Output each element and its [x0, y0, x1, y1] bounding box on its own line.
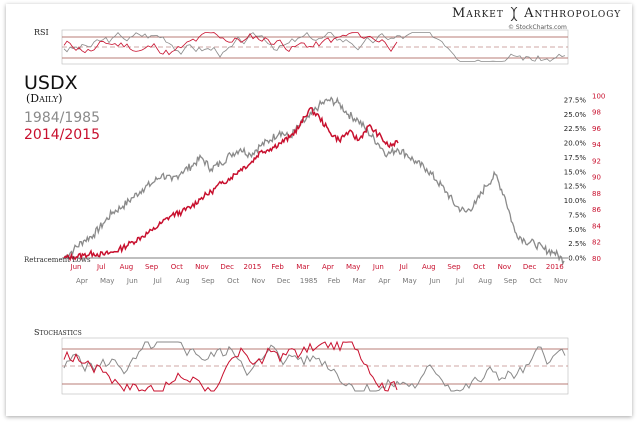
- rsi-line-2014-2015: [63, 32, 398, 56]
- y-tick-usdx: 88: [592, 190, 601, 198]
- x-tick-top: Oct: [473, 263, 485, 271]
- x-tick-bottom: Sep: [201, 277, 215, 285]
- rsi-line-1984-1985: [63, 31, 566, 62]
- chart-title: USDX: [24, 72, 78, 94]
- x-tick-top: Aug: [422, 263, 436, 271]
- rsi-panel: [61, 29, 569, 65]
- x-tick-top: Nov: [195, 263, 209, 271]
- legend-2014-2015: 2014/2015: [24, 127, 100, 143]
- y-tick-percent: 20.0%: [564, 140, 587, 148]
- y-tick-usdx: 86: [592, 206, 601, 214]
- x-tick-bottom: Sep: [504, 277, 518, 285]
- x-tick-bottom: May: [402, 277, 416, 285]
- x-tick-top: Sep: [145, 263, 159, 271]
- y-tick-percent: 0.0%: [568, 255, 586, 263]
- x-tick-top: Jul: [398, 263, 408, 271]
- x-tick-bottom: Aug: [176, 277, 190, 285]
- chart-subtitle: (Daily): [26, 92, 63, 105]
- brand-right: Anthropology: [524, 6, 622, 21]
- x-tick-bottom: Jun: [126, 277, 138, 285]
- y-tick-usdx: 96: [592, 125, 601, 133]
- dna-icon: [509, 6, 519, 21]
- x-tick-bottom: Jun: [428, 277, 440, 285]
- x-tick-top: May: [346, 263, 360, 271]
- x-tick-bottom: Aug: [478, 277, 492, 285]
- y-tick-percent: 2.5%: [568, 240, 586, 248]
- y-tick-percent: 17.5%: [564, 154, 587, 162]
- y-tick-usdx: 84: [592, 222, 601, 230]
- legend-1984-1985: 1984/1985: [24, 110, 100, 126]
- y-tick-percent: 7.5%: [568, 211, 586, 219]
- x-tick-top: Oct: [171, 263, 183, 271]
- credit-text: © StockCharts.com: [508, 24, 567, 31]
- x-tick-top: Feb: [271, 263, 284, 271]
- y-tick-usdx: 82: [592, 239, 601, 247]
- y-tick-usdx: 90: [592, 174, 601, 182]
- x-tick-top: Aug: [120, 263, 134, 271]
- y-tick-usdx: 92: [592, 158, 601, 166]
- series-line-2014-2015: [63, 107, 399, 262]
- x-tick-bottom: May: [100, 277, 114, 285]
- x-tick-bottom: 1985: [300, 277, 318, 285]
- x-tick-bottom: Jul: [152, 277, 162, 285]
- y-tick-percent: 5.0%: [568, 226, 586, 234]
- x-tick-bottom: Dec: [277, 277, 291, 285]
- x-tick-bottom: Jul: [455, 277, 465, 285]
- x-tick-bottom: Oct: [227, 277, 239, 285]
- series-line-1984-1985: [63, 96, 565, 266]
- y-tick-usdx: 80: [592, 255, 601, 263]
- x-tick-top: 2015: [243, 263, 261, 271]
- x-tick-top: Apr: [322, 263, 334, 271]
- x-tick-top: Jun: [70, 263, 82, 271]
- y-tick-usdx: 98: [592, 109, 601, 117]
- x-tick-bottom: Apr: [378, 277, 390, 285]
- x-tick-bottom: Apr: [76, 277, 88, 285]
- y-tick-usdx: 100: [592, 93, 605, 101]
- x-tick-top: Dec: [523, 263, 537, 271]
- y-tick-percent: 10.0%: [564, 197, 587, 205]
- y-tick-percent: 15.0%: [564, 168, 587, 176]
- x-tick-top: Nov: [498, 263, 512, 271]
- x-tick-top: Sep: [447, 263, 461, 271]
- brand-left: Market: [452, 6, 504, 21]
- y-tick-percent: 22.5%: [564, 125, 587, 133]
- y-tick-percent: 25.0%: [564, 111, 587, 119]
- y-tick-percent: 27.5%: [564, 97, 587, 105]
- stochastics-label: Stochastics: [34, 328, 82, 337]
- stochastics-line-2014-2015: [63, 340, 398, 393]
- x-tick-bottom: Mar: [353, 277, 366, 285]
- y-tick-usdx: 94: [592, 141, 601, 149]
- stochastics-panel: [61, 337, 569, 395]
- x-tick-top: Dec: [220, 263, 234, 271]
- x-tick-top: Mar: [296, 263, 309, 271]
- rsi-label: RSI: [34, 28, 49, 37]
- x-tick-top: Jun: [372, 263, 384, 271]
- stochastics-line-1984-1985: [63, 341, 566, 392]
- x-tick-top: 2016: [546, 263, 564, 271]
- brand-logo: Market Anthropology: [452, 6, 621, 21]
- y-tick-percent: 12.5%: [564, 183, 587, 191]
- x-tick-bottom: Nov: [554, 277, 568, 285]
- retracement-label: Retracement Lows: [24, 256, 91, 264]
- x-tick-bottom: Nov: [252, 277, 266, 285]
- x-tick-bottom: Feb: [328, 277, 341, 285]
- x-tick-top: Jul: [96, 263, 106, 271]
- x-tick-bottom: Oct: [530, 277, 542, 285]
